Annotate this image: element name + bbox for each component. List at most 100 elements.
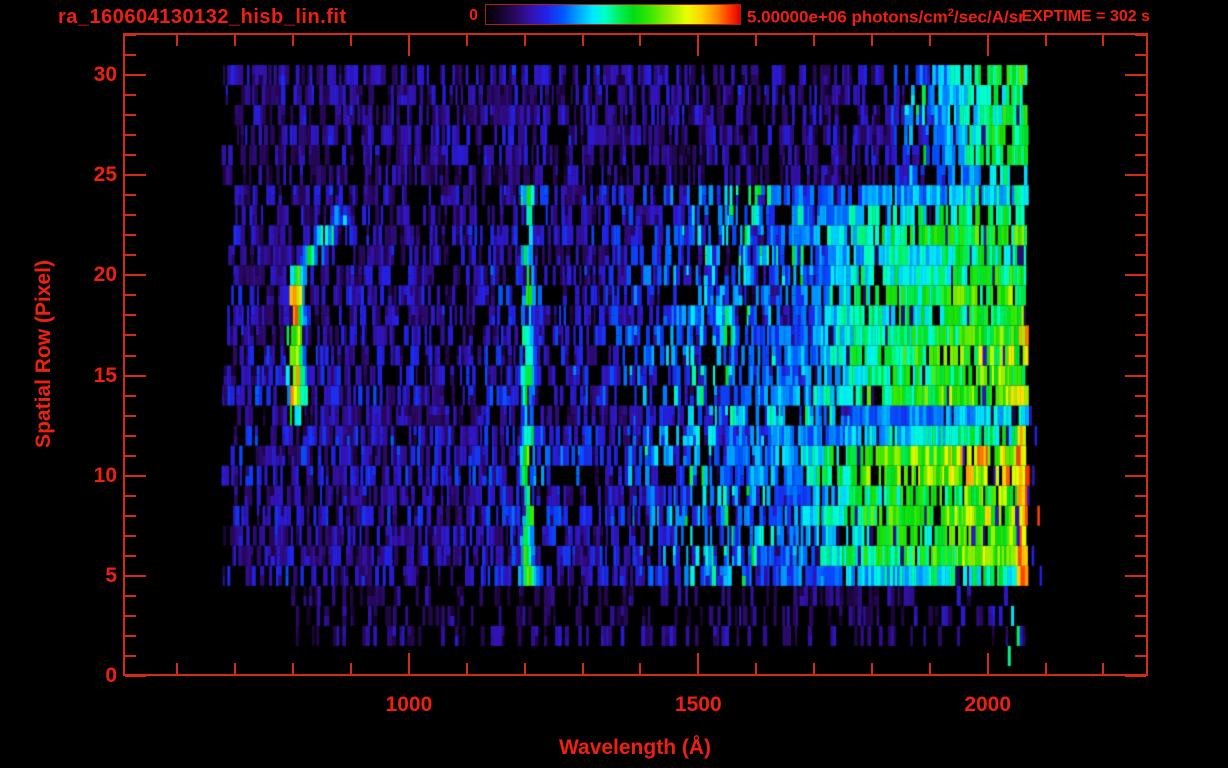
x-axis-minor-tick xyxy=(234,663,237,674)
y-axis-minor-tick-right xyxy=(1135,34,1146,36)
x-axis-minor-tick xyxy=(581,663,584,674)
x-axis-minor-tick-top xyxy=(1044,35,1047,46)
y-axis-minor-tick xyxy=(125,254,136,257)
x-axis-minor-tick-top xyxy=(813,35,816,46)
x-axis-minor-tick-top xyxy=(870,35,873,46)
y-axis-minor-tick xyxy=(125,234,136,237)
y-axis-minor-tick-right xyxy=(1135,94,1146,97)
colorbar-max-label: 5.00000e+06 photons/cm2/sec/A/sr xyxy=(747,7,1025,28)
y-axis-minor-tick-right xyxy=(1135,154,1146,157)
x-axis-minor-tick xyxy=(813,663,816,674)
x-axis-minor-tick-top xyxy=(639,35,642,46)
y-axis-minor-tick-right xyxy=(1135,534,1146,537)
y-axis-minor-tick xyxy=(125,534,136,537)
y-axis-minor-tick-right xyxy=(1135,354,1146,357)
y-axis-major-tick xyxy=(125,574,146,577)
x-axis-major-tick xyxy=(407,653,410,674)
y-axis-minor-tick xyxy=(125,154,136,157)
plot-frame xyxy=(123,33,1148,676)
y-axis-minor-tick-right xyxy=(1135,334,1146,337)
y-axis-minor-tick xyxy=(125,94,136,97)
colorbar xyxy=(485,4,741,25)
y-axis-major-tick-right xyxy=(1125,374,1146,377)
y-axis-tick-label: 20 xyxy=(93,263,117,287)
y-axis-minor-tick xyxy=(125,54,136,57)
x-axis-minor-tick xyxy=(870,663,873,674)
y-axis-minor-tick xyxy=(125,354,136,357)
y-axis-minor-tick xyxy=(125,434,136,437)
y-axis-minor-tick xyxy=(125,34,136,36)
y-axis-tick-label: 30 xyxy=(93,63,117,87)
x-axis-tick-label: 1000 xyxy=(385,693,433,716)
x-axis-minor-tick xyxy=(292,663,295,674)
colorbar-max-superscript: 2 xyxy=(947,7,954,19)
spectrogram-image xyxy=(123,33,1148,676)
y-axis-tick-label: 10 xyxy=(93,463,117,487)
y-axis-major-tick xyxy=(125,174,146,177)
x-axis-label: Wavelength (Å) xyxy=(558,736,712,759)
y-axis-minor-tick xyxy=(125,114,136,117)
y-axis-minor-tick xyxy=(125,554,136,557)
x-axis-tick-label: 1500 xyxy=(674,693,722,716)
y-axis-major-tick-right xyxy=(1125,74,1146,77)
y-axis-major-tick xyxy=(125,74,146,77)
y-axis-minor-tick xyxy=(125,394,136,397)
x-axis-major-tick-top xyxy=(986,35,989,56)
y-axis-minor-tick-right xyxy=(1135,294,1146,297)
y-axis-minor-tick-right xyxy=(1135,314,1146,317)
y-axis-minor-tick-right xyxy=(1135,594,1146,597)
y-axis-minor-tick xyxy=(125,454,136,457)
y-axis-major-tick xyxy=(125,374,146,377)
y-axis-minor-tick xyxy=(125,314,136,317)
exptime-label: EXPTIME = 302 s xyxy=(1021,8,1150,25)
x-axis-tick-label: 2000 xyxy=(964,693,1012,716)
colorbar-max-prefix: 5.00000e+06 photons/cm xyxy=(747,7,948,27)
y-axis-minor-tick xyxy=(125,134,136,137)
x-axis-minor-tick xyxy=(465,663,468,674)
y-axis-minor-tick xyxy=(125,514,136,517)
y-axis-minor-tick xyxy=(125,634,136,637)
y-axis-minor-tick xyxy=(125,214,136,217)
y-axis-minor-tick xyxy=(125,494,136,497)
y-axis-minor-tick-right xyxy=(1135,214,1146,217)
y-axis-minor-tick xyxy=(125,334,136,337)
y-axis-minor-tick xyxy=(125,654,136,657)
x-axis-minor-tick-top xyxy=(928,35,931,46)
y-axis-minor-tick-right xyxy=(1135,514,1146,517)
x-axis-minor-tick xyxy=(928,663,931,674)
y-axis-minor-tick-right xyxy=(1135,554,1146,557)
y-axis-minor-tick-right xyxy=(1135,434,1146,437)
x-axis-minor-tick xyxy=(639,663,642,674)
y-axis-major-tick-right xyxy=(1125,474,1146,477)
y-axis-minor-tick-right xyxy=(1135,654,1146,657)
y-axis-tick-label: 5 xyxy=(105,563,117,587)
x-axis-minor-tick xyxy=(1044,663,1047,674)
y-axis-major-tick-right xyxy=(1125,274,1146,277)
y-axis-minor-tick-right xyxy=(1135,394,1146,397)
x-axis-major-tick xyxy=(986,653,989,674)
x-axis-minor-tick xyxy=(176,663,179,674)
x-axis-minor-tick-top xyxy=(176,35,179,46)
y-axis-minor-tick-right xyxy=(1135,634,1146,637)
y-axis-minor-tick-right xyxy=(1135,194,1146,197)
y-axis-tick-label: 15 xyxy=(93,363,117,387)
colorbar-max-suffix: /sec/A/sr xyxy=(953,7,1025,27)
x-axis-minor-tick-top xyxy=(465,35,468,46)
y-axis-minor-tick xyxy=(125,194,136,197)
y-axis-major-tick xyxy=(125,675,146,677)
y-axis-major-tick-right xyxy=(1125,574,1146,577)
x-axis-minor-tick xyxy=(755,663,758,674)
y-axis-major-tick-right xyxy=(1125,675,1146,677)
x-axis-minor-tick-top xyxy=(1102,35,1105,46)
y-axis-minor-tick xyxy=(125,414,136,417)
x-axis-minor-tick-top xyxy=(350,35,353,46)
x-axis-major-tick-top xyxy=(407,35,410,56)
y-axis-minor-tick-right xyxy=(1135,54,1146,57)
y-axis-minor-tick-right xyxy=(1135,414,1146,417)
x-axis-minor-tick xyxy=(350,663,353,674)
y-axis-tick-label: 25 xyxy=(93,163,117,187)
y-axis-tick-label: 0 xyxy=(105,664,117,687)
y-axis-minor-tick-right xyxy=(1135,254,1146,257)
x-axis-minor-tick xyxy=(1102,663,1105,674)
